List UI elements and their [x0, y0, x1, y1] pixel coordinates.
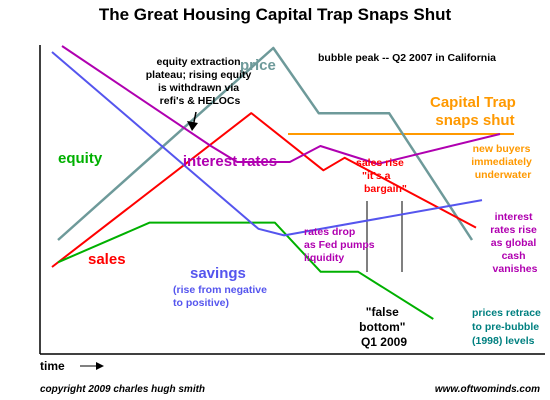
label-interest: interest rates [183, 153, 277, 170]
label-price: price [240, 57, 276, 74]
label-savings: savings [190, 265, 246, 282]
footer-copyright: copyright 2009 charles hugh smith [40, 384, 205, 395]
chart-title: The Great Housing Capital Trap Snaps Shu… [99, 5, 452, 24]
series-line-interest-rates [61, 45, 501, 165]
annotation-rates-drop: rates drop as Fed pumps liquidity [304, 226, 378, 264]
annotation-capital-trap: Capital Trap snaps shut [430, 94, 520, 129]
annotation-false-bottom: "false bottom" Q1 2009 [359, 305, 409, 349]
annotation-new-buyers: new buyers immediately underwater [471, 143, 535, 181]
series-line-sales [51, 112, 477, 268]
plateau-arrow-head [187, 121, 198, 131]
annotation-interest-rise: interest rates rise as global cash vanis… [490, 211, 540, 275]
series-line-equity [57, 221, 434, 320]
series-line-price [57, 46, 474, 241]
annotation-prices-retrace: prices retrace to pre-bubble (1998) leve… [472, 307, 544, 347]
series-line-savings [51, 51, 483, 237]
annotation-equity-plateau: equity extraction plateau; rising equity… [146, 56, 255, 107]
time-arrow-head [96, 362, 104, 370]
footer-site: www.oftwominds.com [435, 384, 540, 395]
annotation-sales-rise: sales rise "it's a bargain" [356, 157, 407, 195]
label-equity: equity [58, 150, 103, 167]
annotation-bubble-peak: bubble peak -- Q2 2007 in California [318, 52, 496, 64]
x-axis-label: time [40, 359, 65, 373]
annotation-savings-note: (rise from negative to positive) [173, 284, 270, 309]
label-sales: sales [88, 251, 126, 268]
